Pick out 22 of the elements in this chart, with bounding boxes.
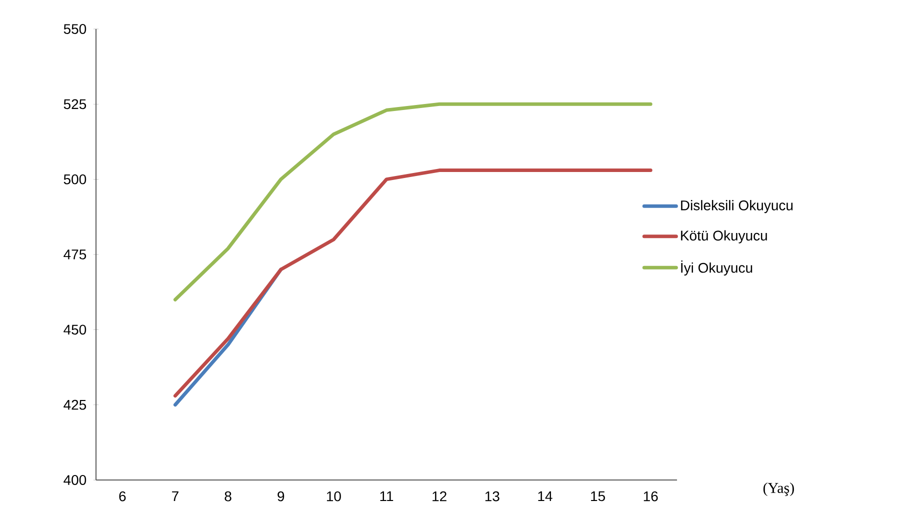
x-tick-label: 9 bbox=[278, 491, 284, 502]
x-tick-label: 12 bbox=[432, 491, 446, 502]
legend-label: Kötü Okuyucu bbox=[681, 230, 767, 244]
text: (Yaş) bbox=[763, 482, 794, 496]
legend-label: İyi Okuyucu bbox=[681, 260, 752, 276]
x-tick-label: 15 bbox=[591, 491, 605, 502]
y-tick-label: 425 bbox=[64, 400, 86, 410]
x-tick-label: 10 bbox=[326, 491, 341, 502]
y-tick-label: 450 bbox=[64, 324, 86, 335]
x-tick-label: 7 bbox=[172, 491, 178, 501]
x-tick-label: 6 bbox=[119, 491, 126, 502]
x-tick-label: 8 bbox=[224, 491, 232, 502]
legend-label: Disleksili Okuyucu bbox=[681, 200, 793, 214]
x-tick-label: 11 bbox=[380, 491, 394, 501]
y-tick-label: 500 bbox=[64, 174, 86, 184]
x-tick-label: 14 bbox=[538, 491, 552, 501]
y-tick-label: 400 bbox=[64, 475, 86, 485]
y-tick-label: 525 bbox=[64, 99, 86, 110]
x-tick-label: 16 bbox=[644, 491, 658, 502]
x-tick-label: 13 bbox=[485, 491, 500, 502]
y-tick-label: 475 bbox=[64, 250, 86, 260]
y-tick-label: 550 bbox=[64, 24, 86, 34]
